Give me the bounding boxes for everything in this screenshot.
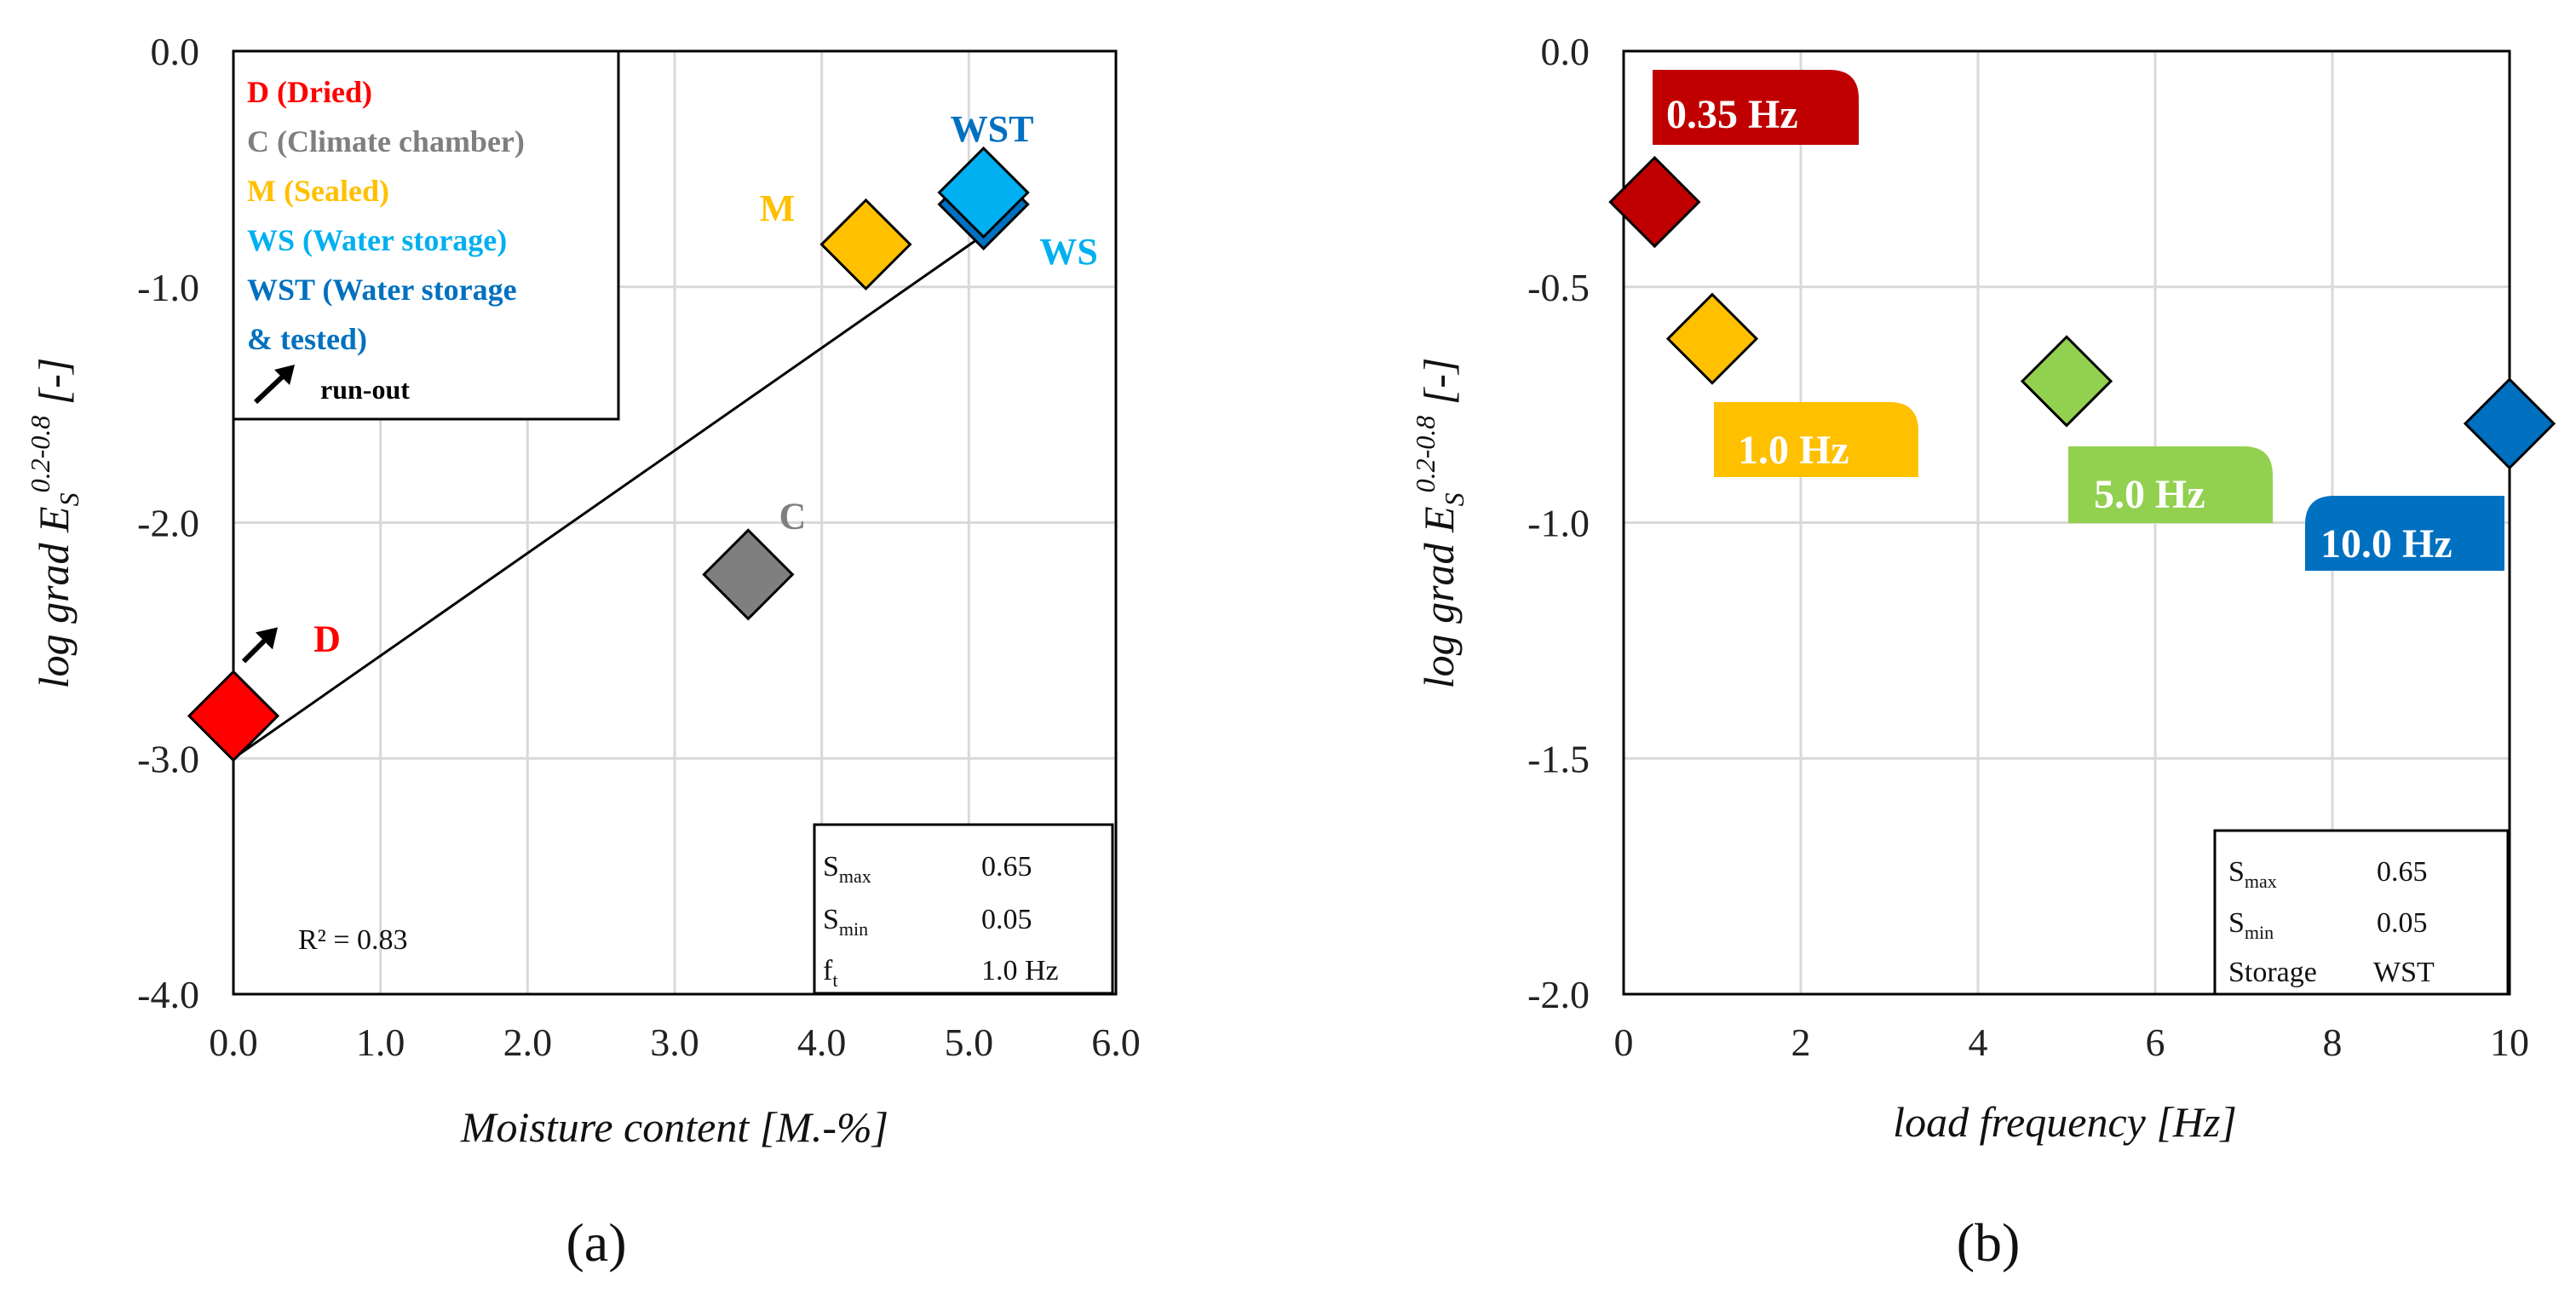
panel-a-caption: (a) xyxy=(566,1212,626,1273)
y-tick-label: -1.5 xyxy=(1527,737,1590,780)
param-value: WST xyxy=(2373,957,2435,988)
run-out-arrow-icon xyxy=(241,627,278,664)
y-tick-label: -0.5 xyxy=(1527,266,1590,309)
param-key: Smax xyxy=(823,851,871,887)
panel-b-x-axis-title: load frequency [Hz] xyxy=(1893,1098,2237,1146)
data-point-0-35-hz xyxy=(1608,155,1701,249)
freq-label-text: 0.35 Hz xyxy=(1666,92,1798,137)
x-tick-label: 0.0 xyxy=(209,1021,258,1064)
panel-b-plot-frame xyxy=(1622,49,2511,996)
y-tick-label: -1.0 xyxy=(1527,502,1590,545)
panel-a-plot-frame xyxy=(232,49,1118,996)
legend-entry: WST (Water storage xyxy=(247,273,517,307)
x-tick-label: 10 xyxy=(2490,1021,2529,1064)
y-tick-label: -3.0 xyxy=(137,737,199,780)
panel-b-parameter-box: Smax 0.65 Smin 0.05 Storage WST xyxy=(2213,829,2510,996)
x-tick-label: 5.0 xyxy=(945,1021,994,1064)
x-tick-label: 2.0 xyxy=(503,1021,553,1064)
param-key: Smax xyxy=(2228,856,2277,892)
trendline xyxy=(233,233,985,760)
point-label: M xyxy=(760,187,796,229)
x-tick-label: 4 xyxy=(1969,1021,1988,1064)
freq-label-text: 1.0 Hz xyxy=(1738,428,1849,473)
data-point-c xyxy=(702,528,795,621)
y-tick-label: -1.0 xyxy=(137,266,199,309)
x-tick-label: 4.0 xyxy=(797,1021,847,1064)
param-value: 1.0 Hz xyxy=(981,955,1059,986)
panel-b-caption: (b) xyxy=(1957,1212,2021,1273)
y-tick-label: 0.0 xyxy=(1541,30,1590,73)
x-tick-label: 2 xyxy=(1791,1021,1811,1064)
x-tick-label: 8 xyxy=(2323,1021,2343,1064)
param-value: 0.65 xyxy=(981,851,1032,883)
panel-a-legend: D (Dried) C (Climate chamber) M (Sealed)… xyxy=(232,49,620,421)
freq-label-text: 10.0 Hz xyxy=(2320,521,2452,566)
freq-label-0-35: 0.35 Hz xyxy=(1653,70,1859,145)
legend-entry: WS (Water storage) xyxy=(247,223,507,257)
panel-a-y-axis-title: log grad ES0.2-0.8 [-] xyxy=(25,358,84,689)
panel-b-y-axis-title: log grad ES0.2-0.8 [-] xyxy=(1410,358,1469,689)
r-squared-label: R² = 0.83 xyxy=(298,924,408,956)
point-label: WST xyxy=(951,108,1034,150)
freq-label-text: 5.0 Hz xyxy=(2094,472,2205,517)
data-point-d xyxy=(187,670,280,762)
y-tick-label: -2.0 xyxy=(137,502,199,545)
point-label: D xyxy=(313,618,341,659)
point-label: WS xyxy=(1039,231,1097,273)
x-tick-label: 6.0 xyxy=(1091,1021,1141,1064)
freq-label-1-0: 1.0 Hz xyxy=(1714,402,1918,477)
panel-a-x-axis-title: Moisture content [M.-%] xyxy=(460,1103,888,1151)
data-point-1-0-hz xyxy=(1665,292,1759,385)
legend-entry: M (Sealed) xyxy=(247,174,389,208)
freq-label-10-0: 10.0 Hz xyxy=(2305,496,2504,571)
y-tick-label: 0.0 xyxy=(151,30,200,73)
y-tick-label: -2.0 xyxy=(1527,973,1590,1016)
x-tick-label: 3.0 xyxy=(650,1021,699,1064)
data-point-m xyxy=(819,198,912,291)
legend-entry: & tested) xyxy=(247,322,367,356)
param-key: ft xyxy=(823,955,837,991)
param-key: Smin xyxy=(2228,907,2274,943)
param-value: 0.05 xyxy=(981,904,1032,935)
point-label: C xyxy=(779,495,806,537)
param-key: Storage xyxy=(2228,957,2317,988)
param-key: Smin xyxy=(823,904,868,940)
freq-label-5-0: 5.0 Hz xyxy=(2068,446,2273,523)
param-value: 0.65 xyxy=(2377,856,2428,888)
x-tick-label: 0 xyxy=(1614,1021,1634,1064)
data-point-ws xyxy=(937,146,1030,239)
legend-entry-run-out: run-out xyxy=(320,374,410,405)
data-point-5-0-hz xyxy=(2020,335,2113,428)
y-tick-label: -4.0 xyxy=(137,973,199,1016)
panel-b-chart: 0 2 4 6 8 10 0.0 -0.5 -1.0 -1.5 -2.0 0.35 Hz 1.0 … xyxy=(1410,30,2556,1273)
param-value: 0.05 xyxy=(2377,907,2428,939)
legend-entry: D (Dried) xyxy=(247,75,372,109)
run-out-arrow-icon xyxy=(253,365,295,405)
panel-a-chart: 0.0 1.0 2.0 3.0 4.0 5.0 6.0 0.0 -1.0 -2.0 -3.0 -4.… xyxy=(25,30,1141,1273)
legend-entry: C (Climate chamber) xyxy=(247,124,525,158)
panel-a-parameter-box: Smax 0.65 Smin 0.05 ft 1.0 Hz xyxy=(813,823,1114,995)
x-tick-label: 1.0 xyxy=(356,1021,405,1064)
x-tick-label: 6 xyxy=(2146,1021,2165,1064)
data-point-10-0-hz xyxy=(2463,377,2556,470)
